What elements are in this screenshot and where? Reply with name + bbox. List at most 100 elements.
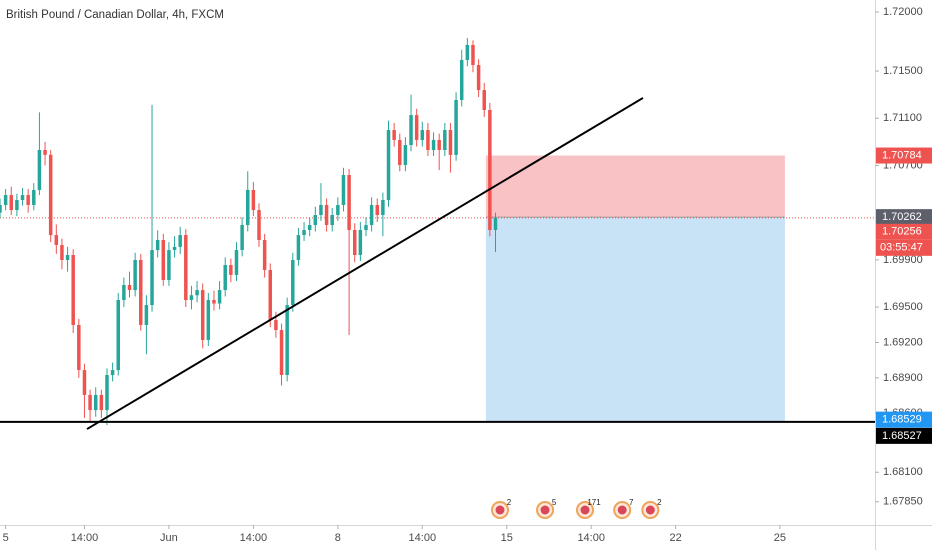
candle-body xyxy=(324,204,329,226)
candle-body xyxy=(313,215,318,226)
candle-body xyxy=(482,90,486,110)
candle-body xyxy=(65,255,70,260)
x-tick-label: 14:00 xyxy=(240,532,268,544)
candle-body xyxy=(352,229,357,256)
candle-body xyxy=(426,130,430,150)
candle-body xyxy=(37,149,42,190)
candle-body xyxy=(443,130,447,150)
event-count: 2 xyxy=(507,498,512,507)
candle-body xyxy=(307,225,312,230)
last-price-label: 1.70256 xyxy=(882,226,922,238)
candle-body xyxy=(414,115,419,140)
event-count: 2 xyxy=(657,498,662,507)
candle-body xyxy=(257,210,261,241)
candle-body xyxy=(459,59,464,100)
candle-body xyxy=(60,244,64,260)
candle-body xyxy=(364,225,368,230)
stop-label-bg xyxy=(876,147,932,164)
candle-body xyxy=(105,375,109,411)
candle-body xyxy=(122,284,126,300)
event-flag xyxy=(645,505,655,515)
entry-label-bg xyxy=(876,209,932,226)
x-tick-label: 14:00 xyxy=(71,532,99,544)
candle-body xyxy=(347,175,351,230)
x-tick-label: 5 xyxy=(3,532,9,544)
candle-body xyxy=(15,200,19,211)
candle-body xyxy=(223,265,227,291)
trendline xyxy=(86,97,644,430)
candle-body xyxy=(127,284,132,291)
event-count: 7 xyxy=(629,498,634,507)
candle-body xyxy=(251,189,256,211)
candle-body xyxy=(403,145,408,165)
candle-body xyxy=(274,320,278,331)
candle-body xyxy=(43,149,47,155)
x-tick-label: 25 xyxy=(774,532,786,544)
candle-body xyxy=(437,139,441,150)
y-tick-label: 1.69500 xyxy=(883,301,923,313)
candle-body xyxy=(77,324,81,371)
candle-body xyxy=(206,299,211,340)
candle-body xyxy=(448,130,453,155)
candle-body xyxy=(476,65,481,91)
candle-body xyxy=(217,290,222,304)
candle-body xyxy=(229,265,233,275)
candle-body xyxy=(398,139,402,165)
candle-body xyxy=(369,204,374,226)
candle-body xyxy=(144,305,149,325)
candle-body xyxy=(116,299,120,371)
x-tick-label: 14:00 xyxy=(577,532,605,544)
horizontal-line-label-bg xyxy=(876,427,932,444)
candle-body xyxy=(9,195,14,211)
candle-body xyxy=(375,204,379,216)
candle-body xyxy=(302,229,306,236)
candle-body xyxy=(262,240,267,270)
candle-body xyxy=(285,305,289,376)
y-tick-label: 1.68900 xyxy=(883,372,923,384)
candle-body xyxy=(268,269,273,321)
candle-body xyxy=(0,204,2,213)
x-tick-label: Jun xyxy=(160,532,178,544)
event-flag xyxy=(540,505,550,515)
event-flag xyxy=(580,505,590,515)
y-tick-label: 1.72000 xyxy=(883,6,923,18)
candle-body xyxy=(20,195,25,201)
countdown-bg xyxy=(876,239,932,256)
candle-body xyxy=(184,235,188,300)
event-count: 171 xyxy=(587,498,601,507)
candle-body xyxy=(200,290,205,340)
candle-body xyxy=(172,246,177,251)
position-profit-zone xyxy=(485,217,785,422)
y-tick-label: 1.69900 xyxy=(883,254,923,266)
candle-body xyxy=(465,44,470,60)
candle-body xyxy=(139,259,143,325)
y-tick-label: 1.71100 xyxy=(883,112,922,124)
candle-body xyxy=(341,175,346,205)
candle-body xyxy=(246,189,250,226)
chart-title: British Pound / Canadian Dollar, 4h, FXC… xyxy=(6,9,224,21)
candle-body xyxy=(189,295,194,300)
candle-body xyxy=(133,259,137,291)
candle-body xyxy=(150,250,154,306)
candle-body xyxy=(358,229,363,256)
candle-body xyxy=(420,130,425,140)
candle-body xyxy=(32,189,36,205)
candle-body xyxy=(26,195,30,205)
x-tick-label: 8 xyxy=(335,532,341,544)
candle-body xyxy=(48,154,53,236)
entry-label: 1.70262 xyxy=(882,211,922,223)
candle-body xyxy=(110,370,115,376)
target-label: 1.68529 xyxy=(882,414,922,426)
candle-body xyxy=(454,99,458,155)
candle-body xyxy=(381,200,385,216)
stop-label: 1.70784 xyxy=(882,149,922,161)
candle-body xyxy=(212,299,216,304)
candle-body xyxy=(488,109,492,230)
candle-body xyxy=(336,204,340,216)
y-tick-label: 1.67850 xyxy=(883,496,923,508)
candle-body xyxy=(155,240,160,251)
last-price-label-bg xyxy=(876,223,932,240)
candle-body xyxy=(71,255,75,325)
